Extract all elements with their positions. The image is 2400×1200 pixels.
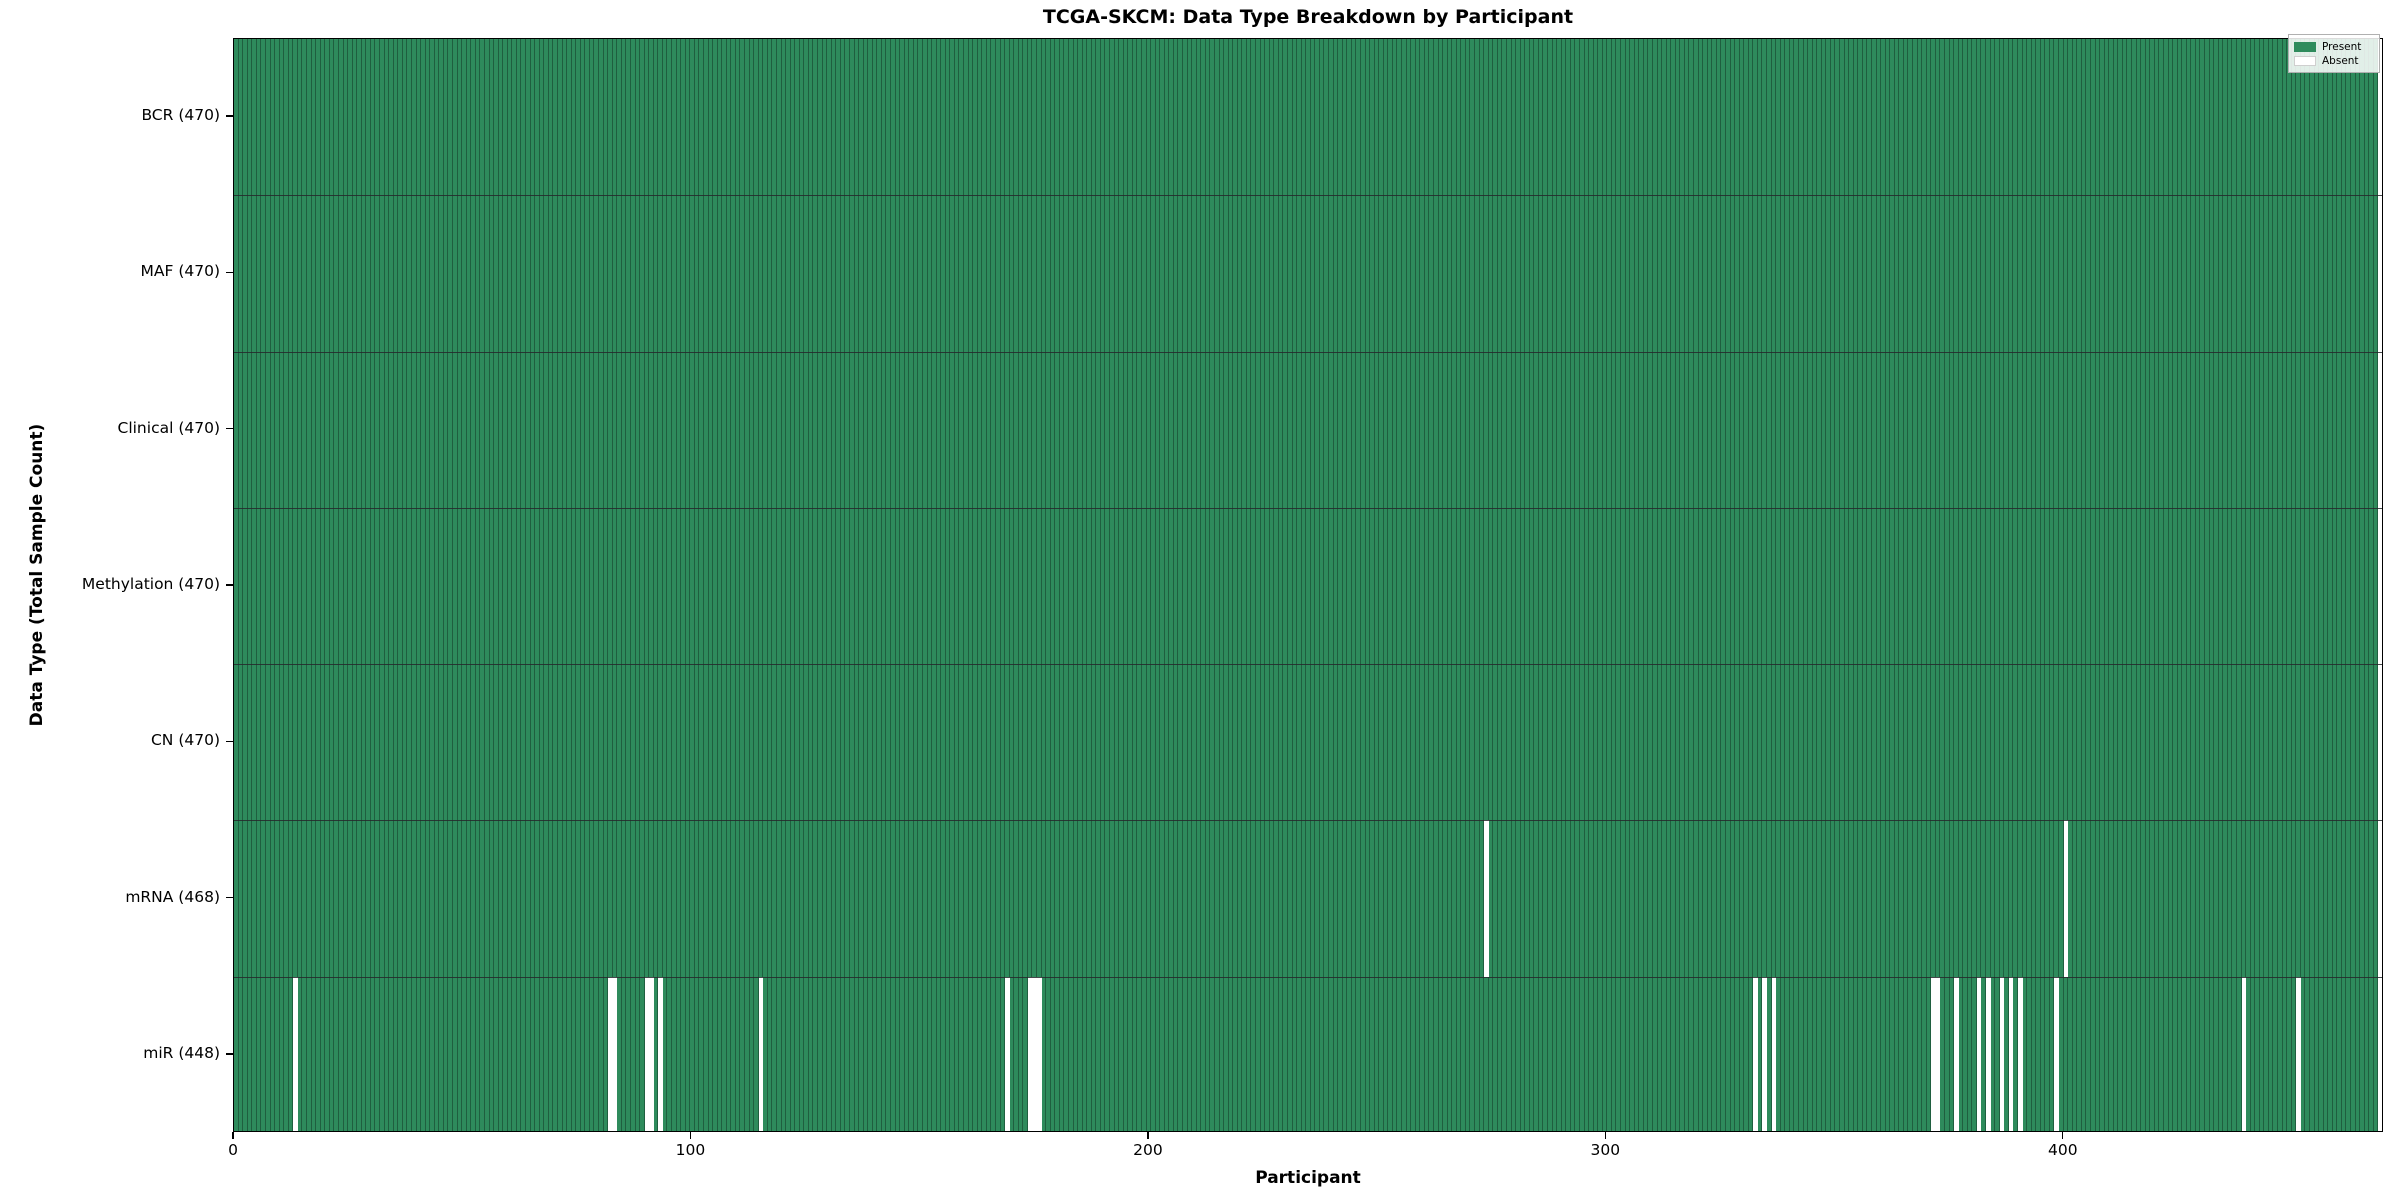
- x-axis-label: Participant: [1255, 1168, 1361, 1188]
- heatmap-row: [234, 976, 2382, 1131]
- heatmap-plot-area[interactable]: [233, 38, 2383, 1132]
- x-tick-label: 300: [1590, 1141, 1621, 1159]
- legend-item-present: Present: [2294, 40, 2374, 53]
- y-tick-label: BCR (470): [141, 106, 220, 125]
- row-separator: [234, 195, 2382, 197]
- heatmap-row: [234, 351, 2382, 508]
- legend-item-absent: Absent: [2294, 54, 2374, 67]
- y-tick-label: MAF (470): [140, 262, 221, 281]
- x-tick-label: 400: [2047, 1141, 2078, 1159]
- y-tick-mark: [226, 271, 233, 274]
- heatmap-row: [234, 195, 2382, 352]
- legend-swatch-absent-icon: [2294, 55, 2316, 66]
- y-tick-mark: [226, 115, 233, 117]
- x-tick-label: 200: [1133, 1141, 1163, 1159]
- x-tick-label: 100: [675, 1141, 706, 1159]
- y-tick-mark: [226, 896, 233, 899]
- y-tick-mark: [226, 584, 233, 586]
- y-tick-label: Methylation (470): [81, 575, 220, 593]
- row-separator: [234, 820, 2382, 822]
- y-tick-label: Clinical (470): [117, 418, 221, 437]
- x-tick-mark: [2062, 1132, 2064, 1139]
- y-tick-mark: [226, 428, 233, 430]
- heatmap-row: [234, 39, 2382, 196]
- legend-label-absent: Absent: [2322, 54, 2359, 67]
- x-tick-mark: [1604, 1132, 1607, 1139]
- page-title: TCGA-SKCM: Data Type Breakdown by Partic…: [1042, 6, 1574, 28]
- y-tick-label: mRNA (468): [125, 887, 220, 906]
- x-tick-mark: [232, 1132, 234, 1139]
- row-separator: [234, 976, 2382, 978]
- legend-swatch-present-icon: [2294, 41, 2316, 52]
- y-tick-mark: [226, 740, 233, 742]
- legend: Present Absent: [2288, 34, 2380, 73]
- y-tick-label: CN (470): [150, 731, 220, 750]
- heatmap-row: [234, 664, 2382, 821]
- row-separator: [234, 507, 2382, 509]
- x-tick-mark: [1147, 1132, 1149, 1139]
- y-tick-label: miR (448): [143, 1043, 220, 1062]
- heatmap-row: [234, 820, 2382, 977]
- row-separator: [234, 664, 2382, 666]
- row-separator: [234, 351, 2382, 353]
- x-tick-mark: [689, 1132, 692, 1139]
- heatmap-row: [234, 507, 2382, 665]
- y-tick-mark: [226, 1053, 233, 1055]
- legend-label-present: Present: [2322, 40, 2362, 53]
- x-tick-label: 0: [228, 1141, 238, 1159]
